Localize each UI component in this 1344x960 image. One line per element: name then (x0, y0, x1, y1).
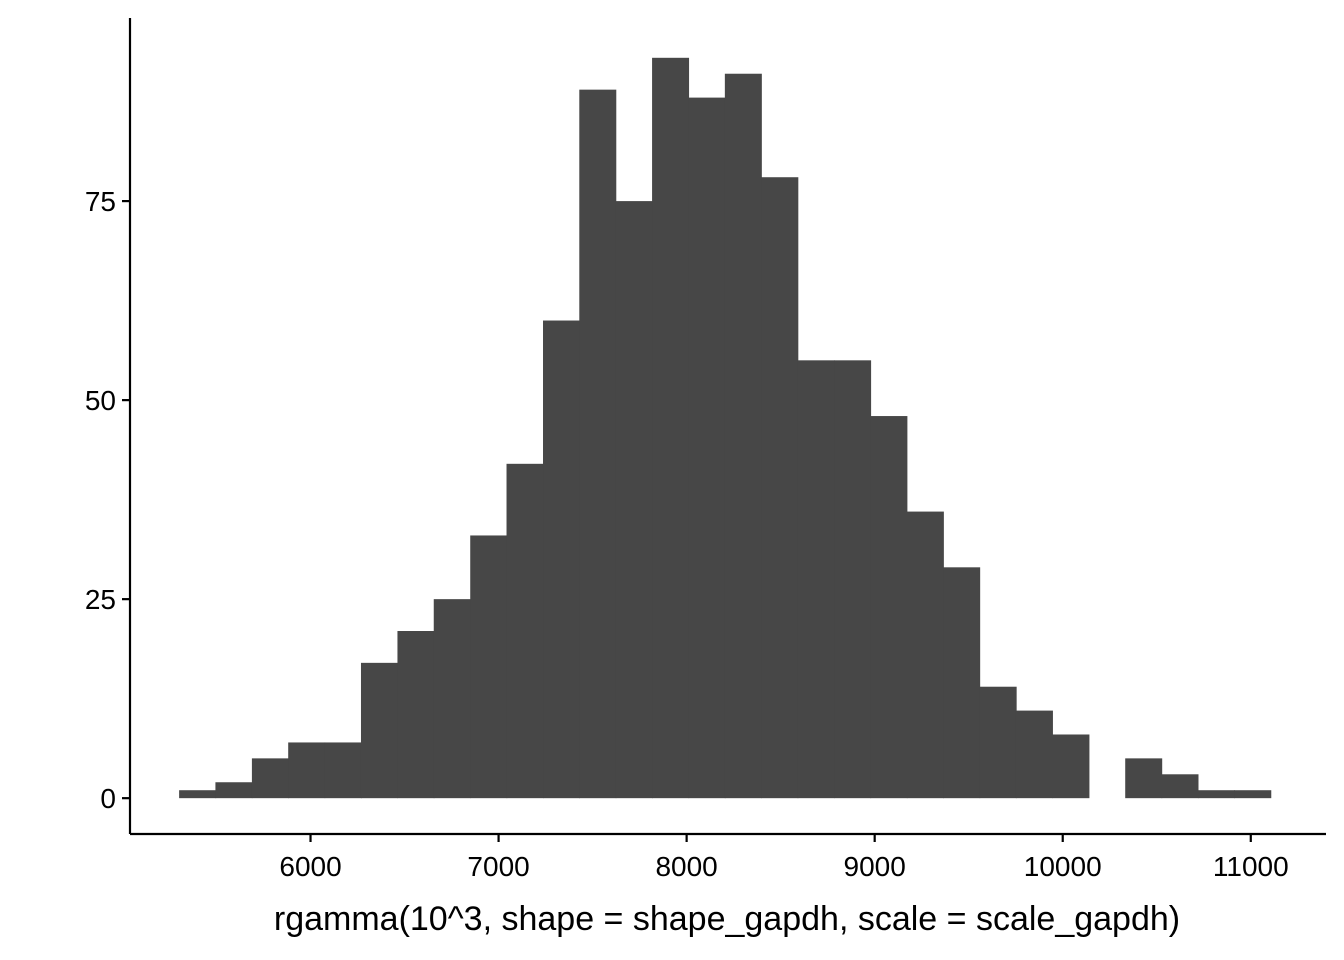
histogram-bar (397, 631, 435, 799)
histogram-bar (215, 782, 253, 799)
histogram-bar (1015, 710, 1053, 799)
histogram-bar (543, 320, 580, 799)
histogram-bar (797, 360, 835, 799)
histogram-bar (579, 89, 617, 799)
x-tick-label: 11000 (1213, 851, 1289, 882)
histogram-bar (251, 758, 289, 799)
histogram-bar (943, 567, 981, 799)
histogram-bar (724, 73, 762, 799)
x-tick-label: 8000 (655, 851, 717, 882)
histogram-bar (615, 201, 653, 799)
histogram-bar (470, 535, 508, 799)
x-tick-label: 9000 (844, 851, 906, 882)
x-axis: 6000 7000 8000 9000 10000 11000 (130, 832, 1326, 882)
histogram-bar (1125, 758, 1163, 799)
y-tick-label: 25 (85, 584, 116, 615)
x-tick-label: 10000 (1024, 851, 1102, 882)
histogram-bar (360, 662, 398, 799)
histogram-bar (906, 511, 944, 799)
histogram-bar (1052, 734, 1090, 799)
histogram-bars (179, 57, 1272, 799)
x-tick-label: 6000 (279, 851, 341, 882)
histogram-bar (870, 416, 908, 799)
y-tick-label: 75 (85, 186, 116, 217)
histogram-bar (1161, 774, 1199, 799)
histogram-bar (1234, 790, 1272, 799)
histogram-bar (834, 360, 872, 799)
y-tick-label: 0 (100, 783, 116, 814)
x-tick-label: 7000 (467, 851, 529, 882)
histogram-bar (1197, 790, 1235, 799)
histogram-bar (979, 686, 1017, 799)
histogram-bar (652, 57, 690, 799)
histogram-bar (324, 742, 362, 799)
histogram-bar (761, 177, 799, 799)
histogram-bar (179, 790, 217, 799)
x-axis-title: rgamma(10^3, shape = shape_gapdh, scale … (274, 900, 1180, 938)
y-axis: 0 25 50 75 (85, 18, 132, 834)
y-tick-label: 50 (85, 385, 116, 416)
histogram-bar (688, 97, 726, 799)
histogram-bar (506, 463, 544, 799)
histogram-bar (288, 742, 326, 799)
histogram-bar (433, 599, 471, 799)
